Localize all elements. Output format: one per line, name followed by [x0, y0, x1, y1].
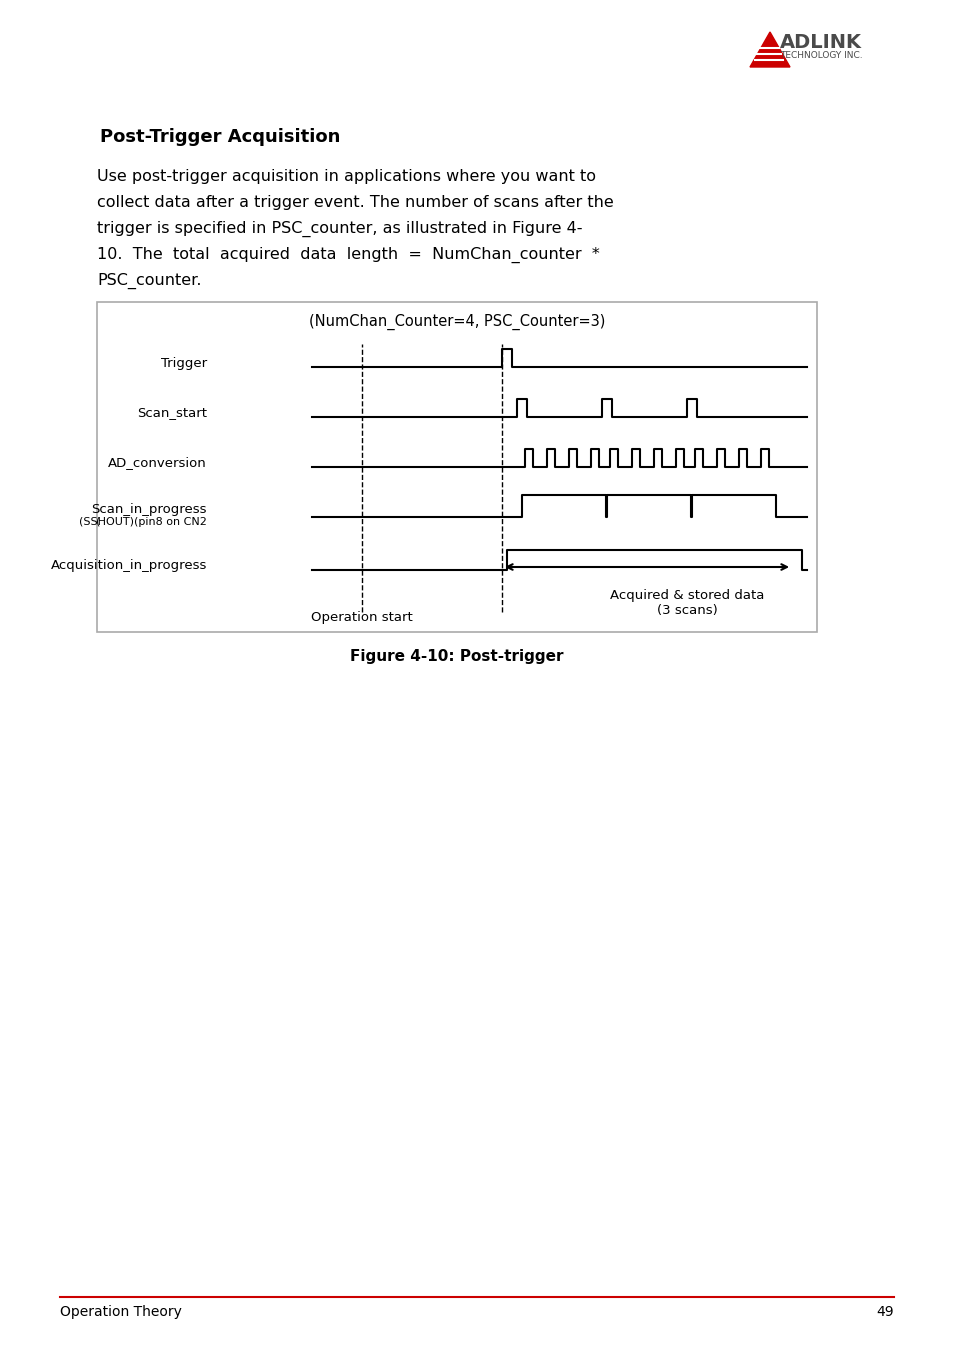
Text: 10.  The  total  acquired  data  length  =  NumChan_counter  *: 10. The total acquired data length = Num…: [97, 247, 599, 264]
Text: ADLINK: ADLINK: [780, 32, 862, 51]
Text: Acquired & stored data
(3 scans): Acquired & stored data (3 scans): [609, 589, 763, 617]
Text: Figure 4-10: Post-trigger: Figure 4-10: Post-trigger: [350, 649, 563, 664]
Text: collect data after a trigger event. The number of scans after the: collect data after a trigger event. The …: [97, 196, 613, 211]
Text: Scan_start: Scan_start: [137, 407, 207, 419]
Text: trigger is specified in PSC_counter, as illustrated in Figure 4-: trigger is specified in PSC_counter, as …: [97, 220, 582, 237]
FancyBboxPatch shape: [97, 301, 816, 631]
Text: (NumChan_Counter=4, PSC_Counter=3): (NumChan_Counter=4, PSC_Counter=3): [309, 314, 604, 330]
Text: Scan_in_progress: Scan_in_progress: [91, 503, 207, 515]
Text: (SSHOUT)(pin8 on CN2: (SSHOUT)(pin8 on CN2: [79, 516, 207, 527]
Text: Operation start: Operation start: [311, 611, 413, 625]
Text: Trigger: Trigger: [161, 357, 207, 369]
Text: Use post-trigger acquisition in applications where you want to: Use post-trigger acquisition in applicat…: [97, 169, 596, 184]
Text: PSC_counter.: PSC_counter.: [97, 273, 201, 289]
Text: TECHNOLOGY INC.: TECHNOLOGY INC.: [780, 51, 862, 61]
Text: Acquisition_in_progress: Acquisition_in_progress: [51, 560, 207, 572]
Text: 49: 49: [876, 1305, 893, 1320]
Text: AD_conversion: AD_conversion: [108, 457, 207, 469]
Text: Post-Trigger Acquisition: Post-Trigger Acquisition: [100, 128, 340, 146]
Text: Operation Theory: Operation Theory: [60, 1305, 182, 1320]
Text: (: (: [95, 516, 100, 527]
Polygon shape: [749, 32, 789, 68]
